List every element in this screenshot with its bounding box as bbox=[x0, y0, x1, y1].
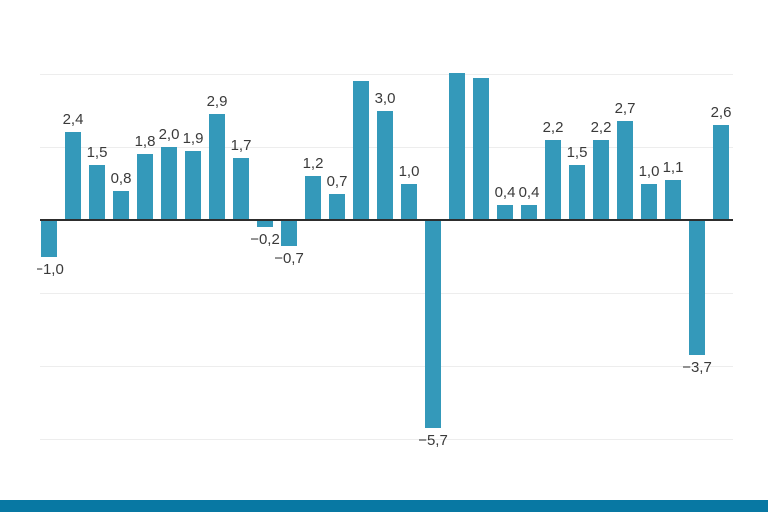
bar-value-label: 1,7 bbox=[230, 136, 252, 154]
bar-value-label: 2,0 bbox=[158, 126, 180, 143]
bar bbox=[65, 132, 81, 220]
gridline bbox=[40, 293, 733, 294]
bar bbox=[41, 220, 57, 257]
bar bbox=[545, 139, 561, 220]
bar-value-label: −1,0 bbox=[37, 260, 64, 278]
bar bbox=[377, 110, 393, 220]
bar bbox=[185, 150, 201, 220]
bar-value-label: 1,2 bbox=[302, 155, 324, 173]
bar-value-label: 0,8 bbox=[110, 169, 132, 187]
gridline bbox=[40, 366, 733, 367]
bar-value-label: 2,7 bbox=[614, 100, 636, 118]
bar bbox=[521, 205, 537, 220]
bar-value-label: 0,4 bbox=[518, 184, 540, 202]
bar bbox=[281, 220, 297, 246]
bar bbox=[257, 220, 273, 228]
bar bbox=[353, 81, 369, 220]
bar bbox=[641, 183, 657, 220]
bar-value-label: 2,2 bbox=[542, 118, 564, 136]
bar-value-label: 1,0 bbox=[638, 162, 660, 180]
bar bbox=[305, 176, 321, 220]
bar-value-label: 0,7 bbox=[326, 173, 348, 191]
gridline bbox=[40, 439, 733, 440]
bar bbox=[401, 183, 417, 220]
bar bbox=[569, 165, 585, 220]
zero-axis-line bbox=[40, 219, 733, 221]
bar-value-label: 1,0 bbox=[398, 162, 420, 180]
bar-value-label: 2,9 bbox=[206, 93, 228, 111]
bar bbox=[161, 147, 177, 220]
bar-value-label: 1,1 bbox=[662, 158, 684, 176]
bar bbox=[209, 114, 225, 220]
bar-value-label: 2,2 bbox=[590, 118, 612, 136]
gridline bbox=[40, 74, 733, 75]
bar bbox=[89, 165, 105, 220]
bar-value-label: 1,9 bbox=[182, 129, 204, 147]
bar-value-label: −0,7 bbox=[274, 249, 304, 267]
bar-value-label: 2,4 bbox=[62, 111, 84, 129]
bar bbox=[137, 154, 153, 220]
bar bbox=[473, 77, 489, 220]
bar bbox=[113, 190, 129, 220]
bar bbox=[233, 157, 249, 220]
bar-value-label: 1,5 bbox=[566, 144, 588, 162]
bar-value-label: −3,7 bbox=[682, 359, 712, 377]
bar-chart: −1,0 2,4 1,5 0,8 1,8 2,0 1,9 2,9 1,7 −0,2 −0,7 1,2 0… bbox=[37, 73, 733, 470]
footer-accent-bar bbox=[0, 500, 768, 512]
bar bbox=[593, 139, 609, 220]
bar-value-label: 2,6 bbox=[710, 104, 732, 122]
bar bbox=[329, 194, 345, 220]
bar bbox=[425, 220, 441, 429]
bar-value-label: 3,0 bbox=[374, 89, 396, 107]
bar-value-label: 1,8 bbox=[134, 133, 156, 151]
bar bbox=[713, 125, 729, 220]
bar bbox=[449, 73, 465, 220]
bar-value-label: 0,4 bbox=[494, 184, 516, 202]
bar-value-label: 1,5 bbox=[86, 144, 108, 162]
bar bbox=[665, 179, 681, 220]
bar-value-label: −0,2 bbox=[250, 231, 280, 249]
bar-value-label: −5,7 bbox=[418, 432, 448, 450]
bar bbox=[617, 121, 633, 220]
bar bbox=[497, 205, 513, 220]
bar bbox=[689, 220, 705, 356]
